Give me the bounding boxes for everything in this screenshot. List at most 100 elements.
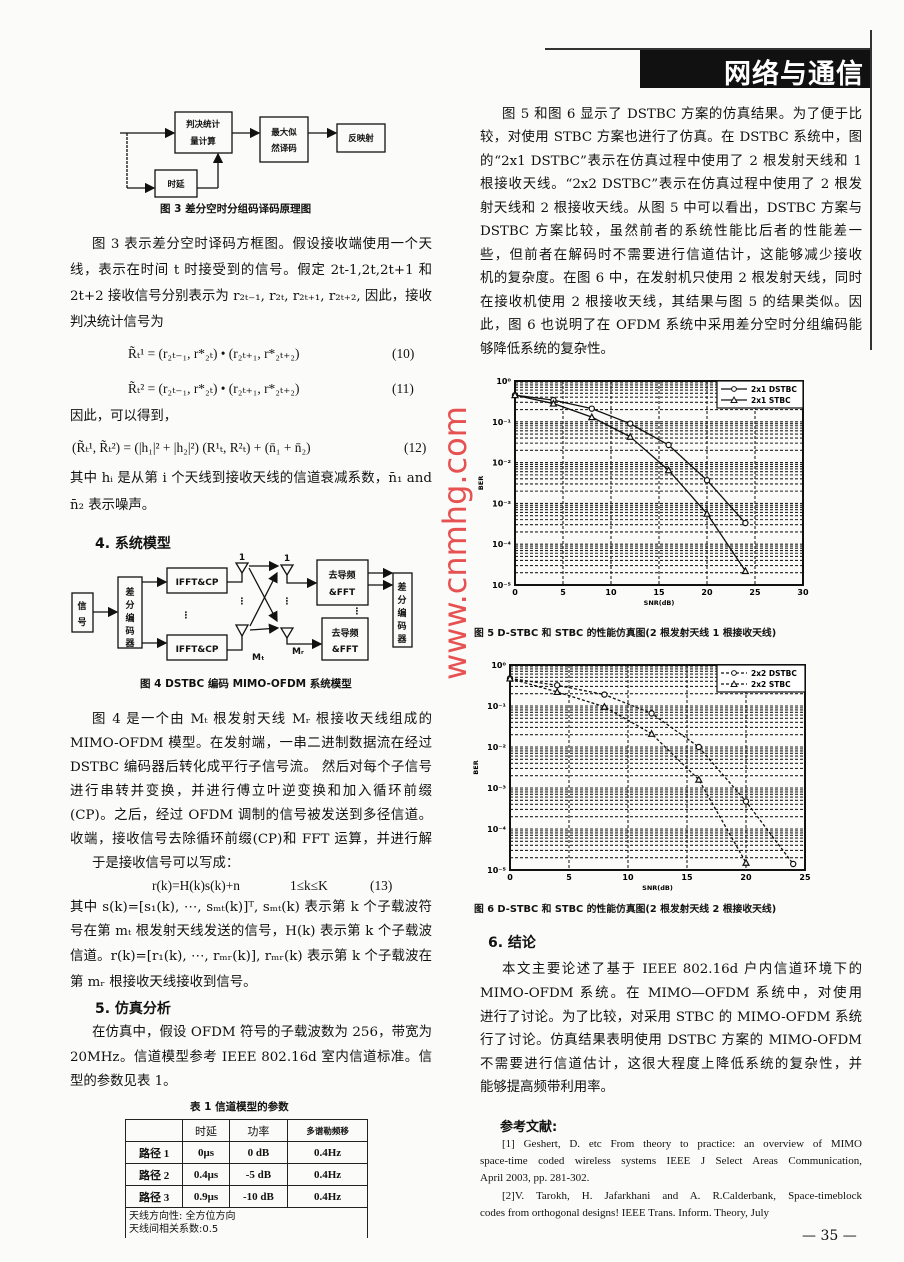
section-title: 网络与通信 [724,59,864,90]
figure-6-caption: 图 6 D-STBC 和 STBC 的性能仿真图(2 根发射天线 2 根接收天线… [474,904,777,915]
section-5-heading: 5. 仿真分析 [95,1001,171,1017]
legend-label: 2x1 STBC [751,396,791,405]
paragraph-line: 本文主要论述了基于 IEEE 802.16d 户内信道环境下的 [502,962,862,977]
figure-3-caption: 图 3 差分空时分组码译码原理图 [160,203,312,215]
x-tick-label: 5 [566,873,572,882]
ellipsis-icon: ⋮ [182,611,191,621]
y-tick-label: 10⁰ [491,661,506,670]
legend-marker [730,395,738,403]
y-tick-label: 10⁻¹ [492,418,511,427]
ellipsis-icon: ⋮ [283,597,292,607]
paragraph-line: 因此，可以得到， [70,409,178,424]
ellipsis-icon: ⋮ [353,607,362,617]
equation-number: (11) [392,381,414,396]
box-label: 信 [77,600,86,612]
paragraph-line: 进行了讨论。为了比较，对采用 STBC 的 MIMO-OFDM 系统也进 [480,1010,862,1025]
data-point [742,798,750,805]
equation-condition: 1≤k≤K [290,878,328,893]
y-tick-label: 10⁻⁴ [487,825,506,834]
paragraph-line: 其中 s(k)=[s₁(k), ⋯, sₘₜ(k)]ᵀ, sₘₜ(k) 表示第 … [70,900,432,915]
table-1-caption: 表 1 信道模型的参数 [190,1101,289,1113]
legend-label: 2x1 DSTBC [751,385,797,394]
x-tick-label: 0 [512,588,518,597]
box-label: 号 [77,617,86,628]
paragraph-line: DSTBC 方案比较，虽然前者的系统性能比后者的性能差一 [480,224,862,239]
paragraph-line: 20MHz。信道模型参考 IEEE 802.16d 室内信道标准。信道模 [70,1050,432,1065]
data-point [505,674,515,682]
data-point [553,682,561,689]
reference-line: [2]V. Tarokh, H. Jafarkhani and A. R.Cal… [502,1190,862,1202]
paragraph-line: 能够提高频带利用率。 [480,1080,614,1095]
x-tick-label: 10 [605,588,617,597]
y-tick-label: 10⁻¹ [487,702,506,711]
box-label: 量计算 [190,136,216,147]
figure-3-diagram [120,111,386,198]
figure-4-diagram [71,559,413,661]
paragraph-line: 信道。r(k)=[r₁(k), ⋯, rₘᵣ(k)], rₘᵣ(k) 表示第 k… [70,949,432,964]
table-cell: -10 dB [228,1185,289,1208]
x-tick-label: 0 [507,873,513,882]
box-label: &FFT [332,645,359,655]
paragraph-line: 机的复杂度。在图 6 中，在发射机只使用 2 根发射天线，同时 [480,271,862,286]
box-label: 器 [124,638,135,649]
paragraph-line: 的“2x1 DSTBC”表示在仿真过程中使用了 2 根发射天线和 1 [480,154,862,169]
equation-number: (12) [404,440,427,455]
box-label: IFFT&CP [176,578,219,588]
figure-5-chart: 10⁰ 10⁻¹ 10⁻² 10⁻³ 10⁻⁴ 10⁻⁵0 5 10 15 20 25 30 SNR(d… [477,377,809,607]
legend-marker [731,670,737,676]
data-point [600,702,609,710]
table-cell: 0.4μs [182,1163,230,1186]
paragraph-line: 射天线和 2 根接收天线。从图 5 中可以看出，DSTBC 方案与 [480,201,862,216]
paragraph-line: 判决统计信号为 [70,315,164,330]
legend-label: 2x2 DSTBC [751,669,797,678]
paragraph-line: 号在第 mₜ 根发射天线发送的信号，H(k) 表示第 k 个子载波 [70,924,432,939]
paragraph-line: 在仿真中，假设 OFDM 符号的子载波数为 256，带宽为 [92,1025,432,1040]
y-tick-label: 10⁻² [487,743,506,752]
table-cell: -5 dB [228,1163,289,1186]
ml-decoding-box [259,116,309,163]
delay-box [154,169,198,198]
paragraph-line: 此，图 6 也说明了在 OFDM 系统中采用差分空时分组编码能 [480,318,862,333]
paragraph-line: 行了讨论。仿真结果表明使用 DSTBC 方案的 MIMO-OFDM 系统 [480,1033,862,1048]
table-cell: 0 dB [228,1141,289,1164]
antenna-label: Mᵣ [292,647,304,657]
table-row: 路径 1 0μs 0 dB 0.4Hz [124,1141,368,1164]
references-heading: 参考文献: [500,1120,558,1135]
y-tick-label: 10⁻⁴ [492,540,511,549]
ellipsis-icon: ⋮ [238,597,247,607]
paragraph-line: 较，对使用 STBC 方案也进行了仿真。在 DSTBC 系统中，图中 [480,130,862,145]
paragraph-line: 第 mᵣ 根接收天线接收到信号。 [70,975,257,990]
box-label: 判决统计 [186,119,221,130]
paragraph-line: 2t+2 接收信号分别表示为 r₂ₜ₋₁, r₂ₜ, r₂ₜ₊₁, r₂ₜ₊₂,… [70,289,432,304]
x-axis-label: SNR(dB) [644,599,675,607]
watermark: www.cnmhg.com [436,406,474,680]
data-point [626,432,635,440]
table-header [124,1119,184,1142]
box-label: &FFT [329,588,356,598]
x-tick-label: 25 [799,873,811,882]
paragraph-line: 于是接收信号可以写成： [92,856,240,871]
equation-10: R̃ₜ¹ = (r₂ₜ₋₁, r*₂ₜ) • (r₂ₜ₊₁, r*₂ₜ₊₂) [128,346,300,361]
table-header: 功率 [228,1119,289,1142]
table-cell: 路径 1 [124,1141,184,1164]
paragraph-line: 些，但前者在解码时不需要进行信道估计，这能够减少接收 [480,248,862,263]
table-cell: 路径 2 [124,1163,184,1186]
paragraph-line: 其中 hᵢ 是从第 i 个天线到接收天线的信道衰减系数，n̄₁ and [70,471,432,486]
data-point [741,566,750,575]
y-tick-label: 10⁻⁵ [492,581,511,590]
table-row: 路径 3 0.9μs -10 dB 0.4Hz [124,1185,368,1208]
data-point [790,860,797,868]
box-label: 反映射 [348,133,374,144]
paragraph-line: 根接收天线。“2x2 DSTBC”表示在仿真过程中使用了 2 根发 [480,177,862,192]
header-rule [545,48,870,50]
paragraph-line: 收端，接收信号去除循环前缀(CP)和 FFT 运算，并进行解码， [70,832,432,847]
data-point [587,412,596,421]
plot-frame [509,664,806,871]
data-point [694,775,703,783]
table-note: 天线方向性: 全方位方向 [129,1211,236,1222]
table-notes-cell: 天线方向性: 全方位方向 天线间相关系数:0.5 [125,1207,368,1238]
paragraph-line: 图 4 是一个由 Mₜ 根发射天线 Mᵣ 根接收天线组成的 [92,712,432,727]
paragraph-line: (CP)。之后，经过 OFDM 调制的信号被发送到多径信道。在接 [70,808,432,823]
x-tick-label: 15 [681,873,693,882]
paragraph-line: DSTBC 编码器后转化成平行子信号流。 然后对每个子信号 [70,760,432,775]
